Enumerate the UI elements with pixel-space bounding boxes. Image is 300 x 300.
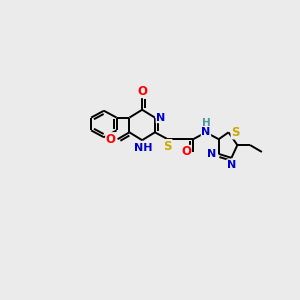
Text: O: O (137, 85, 147, 98)
Text: N: N (201, 127, 211, 137)
Text: N: N (156, 112, 165, 123)
Text: S: S (164, 140, 172, 153)
Text: S: S (231, 126, 240, 139)
Text: NH: NH (134, 143, 152, 153)
Text: O: O (181, 146, 191, 158)
Text: H: H (202, 118, 210, 128)
Text: O: O (106, 133, 116, 146)
Text: N: N (227, 160, 236, 170)
Text: N: N (207, 149, 217, 159)
